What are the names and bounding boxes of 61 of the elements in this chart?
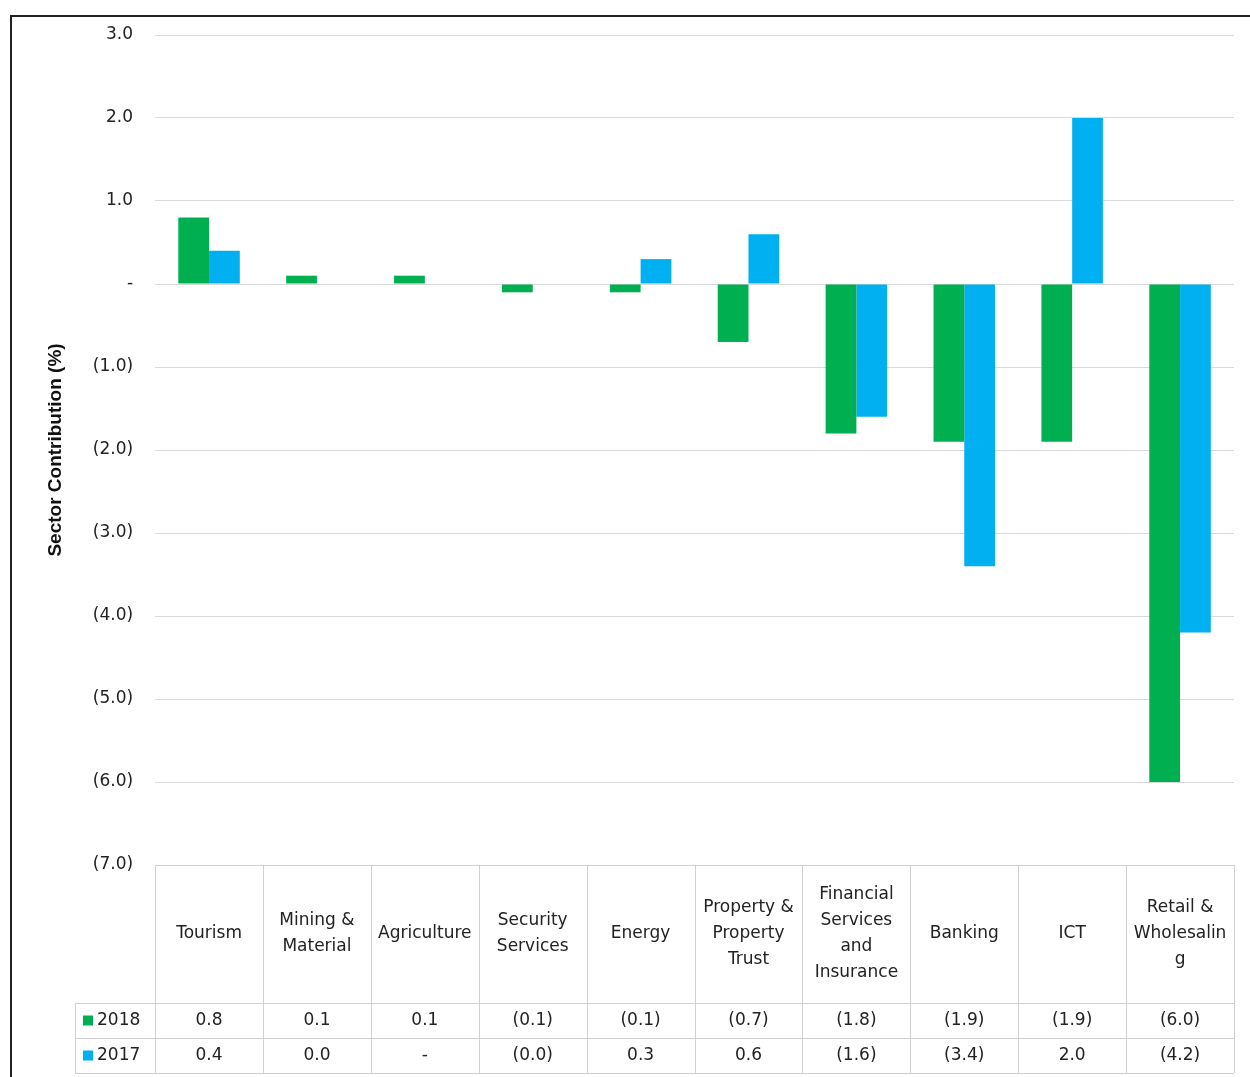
data-label: 0.1	[411, 1008, 439, 1029]
bar	[1041, 284, 1073, 442]
y-axis-title: Sector Contribution (%)	[43, 343, 65, 557]
x-tick-label: Agriculture	[378, 922, 472, 943]
bar	[933, 284, 965, 442]
y-tick-label: (5.0)	[92, 687, 134, 708]
legend-label: 2018	[97, 1008, 141, 1029]
data-label: (1.8)	[836, 1008, 877, 1029]
data-label: 2.0	[1058, 1043, 1086, 1064]
bar	[1072, 118, 1103, 284]
x-tick-label: Property & Property Trust	[703, 896, 794, 969]
bar	[1180, 284, 1211, 633]
y-tick-label: 3.0	[106, 23, 134, 44]
y-tick-label: 1.0	[106, 189, 134, 210]
data-label: (0.7)	[728, 1008, 769, 1029]
x-tick-label: Tourism	[175, 922, 242, 943]
data-label: 0.6	[734, 1043, 763, 1064]
data-label: 0.0	[303, 1043, 331, 1064]
data-label: -	[421, 1043, 428, 1064]
bar	[825, 284, 857, 434]
bar	[856, 284, 888, 417]
x-tick-label: Banking	[929, 922, 999, 943]
data-label: (0.1)	[512, 1008, 553, 1029]
bar	[178, 217, 210, 284]
bar	[394, 275, 425, 284]
data-label: (6.0)	[1159, 1008, 1201, 1029]
x-tick-label: Mining & Material	[279, 909, 355, 956]
bar	[609, 284, 641, 293]
data-label: (4.2)	[1159, 1043, 1201, 1064]
bar	[501, 284, 533, 293]
x-tick-label: Security Services	[496, 909, 569, 956]
x-tick-label: Energy	[610, 922, 671, 943]
y-tick-label: -	[126, 272, 134, 293]
legend-label: 2017	[97, 1043, 141, 1064]
x-tick-label: Retail & Wholesaling	[1133, 896, 1227, 969]
y-tick-label: (7.0)	[92, 853, 134, 874]
bar	[209, 250, 240, 284]
data-label: 0.3	[627, 1043, 655, 1064]
data-label: (0.0)	[512, 1043, 553, 1064]
bar	[748, 234, 780, 284]
bar	[717, 284, 749, 343]
data-label: 0.1	[303, 1008, 331, 1029]
data-label: 0.4	[195, 1043, 223, 1064]
y-tick-label: 2.0	[106, 106, 134, 127]
bar	[1149, 284, 1181, 782]
x-tick-label: Financial Services and Insurance	[814, 883, 899, 982]
data-label: (1.6)	[836, 1043, 877, 1064]
bar	[286, 275, 317, 284]
data-label: (0.1)	[620, 1008, 661, 1029]
data-label: 0.8	[195, 1008, 223, 1029]
x-tick-label: ICT	[1058, 922, 1087, 943]
data-label: (1.9)	[944, 1008, 985, 1029]
y-tick-label: (3.0)	[92, 521, 134, 542]
y-tick-label: (1.0)	[92, 355, 134, 376]
data-label: (1.9)	[1052, 1008, 1093, 1029]
y-tick-label: (4.0)	[92, 604, 134, 625]
y-tick-label: (6.0)	[92, 770, 134, 791]
bar	[640, 259, 672, 284]
data-label: (3.4)	[944, 1043, 985, 1064]
bar	[964, 284, 996, 567]
y-tick-label: (2.0)	[92, 438, 134, 459]
